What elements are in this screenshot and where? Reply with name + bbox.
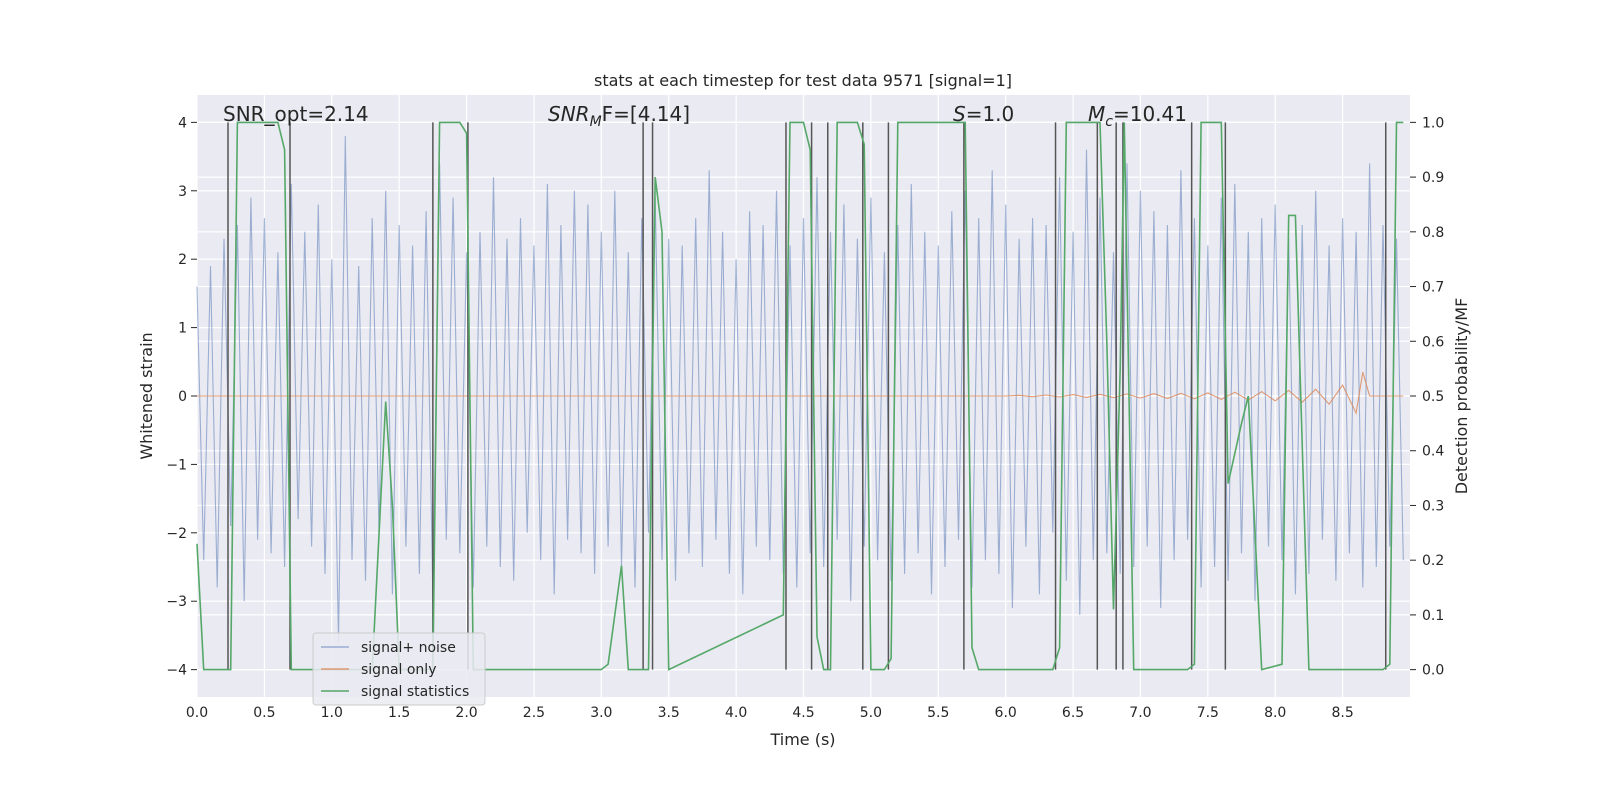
y2-tick-label: 0.5	[1422, 389, 1444, 405]
series-line	[197, 371, 1404, 415]
y2-tick-label: 0.4	[1422, 444, 1444, 460]
annotation-sub: c	[1105, 114, 1113, 130]
y2-tick-label: 0.6	[1422, 334, 1444, 350]
x-tick-label: 5.0	[860, 705, 882, 721]
x-tick-label: 3.0	[590, 705, 612, 721]
series-line	[196, 135, 1404, 643]
x-tick-label: 6.0	[995, 705, 1017, 721]
x-tick-label: 6.5	[1062, 705, 1084, 721]
annotation: S=1.0	[953, 102, 1014, 126]
annotation: SNRMF=[4.14]	[548, 102, 690, 130]
x-axis-label: Time (s)	[769, 730, 835, 749]
x-tick-label: 7.5	[1197, 705, 1219, 721]
y2-tick-label: 0.7	[1422, 280, 1444, 296]
y-tick-label: 3	[178, 184, 187, 200]
y-tick-label: 4	[178, 115, 187, 131]
legend-box	[312, 632, 486, 706]
annotation-base: S	[953, 102, 966, 126]
y2-tick-label: 0.3	[1422, 498, 1444, 514]
y2-tick-label: 0.9	[1422, 170, 1444, 186]
y2-tick-label: 0.0	[1422, 663, 1444, 679]
x-tick-label: 3.5	[658, 705, 680, 721]
x-tick-label: 2.0	[455, 705, 477, 721]
annotation-sub: M	[590, 114, 602, 130]
y2-tick-label: 1.0	[1422, 115, 1444, 131]
y2-tick-label: 0.2	[1422, 553, 1444, 569]
x-tick-label: 1.5	[388, 705, 410, 721]
annotation-text: =1.0	[966, 102, 1015, 126]
annotation-text: SNR_opt=2.14	[223, 102, 369, 126]
annotation: SNR_opt=2.14	[223, 102, 369, 126]
y-tick-label: −2	[166, 526, 187, 542]
y-tick-label: 2	[178, 252, 187, 268]
x-tick-label: 7.0	[1129, 705, 1151, 721]
annotation-text: F=[4.14]	[602, 102, 690, 126]
annotation-text: =10.41	[1113, 102, 1187, 126]
y-tick-label: 1	[178, 321, 187, 337]
y-tick-label: −1	[166, 457, 187, 473]
x-tick-label: 8.5	[1331, 705, 1353, 721]
y-axis-label: Whitened strain	[137, 332, 156, 459]
legend-label: signal only	[361, 662, 436, 678]
x-tick-label: 1.0	[321, 705, 343, 721]
x-tick-label: 5.5	[927, 705, 949, 721]
x-tick-label: 2.5	[523, 705, 545, 721]
x-tick-label: 8.0	[1264, 705, 1286, 721]
legend-label: signal+ noise	[361, 640, 456, 656]
x-tick-label: 4.5	[792, 705, 814, 721]
chart-title: stats at each timestep for test data 957…	[594, 71, 1012, 90]
x-tick-label: 0.0	[186, 705, 208, 721]
x-tick-label: 0.5	[253, 705, 275, 721]
y-tick-label: 0	[178, 389, 187, 405]
y-tick-label: −3	[166, 594, 187, 610]
legend-label: signal statistics	[361, 684, 469, 700]
y2-tick-label: 0.1	[1422, 608, 1444, 624]
annotation-base: SNR	[548, 102, 590, 126]
y2-tick-label: 0.8	[1422, 225, 1444, 241]
annotation-base: M	[1088, 102, 1105, 126]
legend: signal+ noise signal only signal statistic…	[312, 632, 486, 706]
y-tick-label: −4	[166, 663, 187, 679]
y2-axis-label: Detection probability/MF	[1452, 298, 1471, 495]
x-tick-label: 4.0	[725, 705, 747, 721]
annotation: Mc=10.41	[1088, 102, 1187, 130]
